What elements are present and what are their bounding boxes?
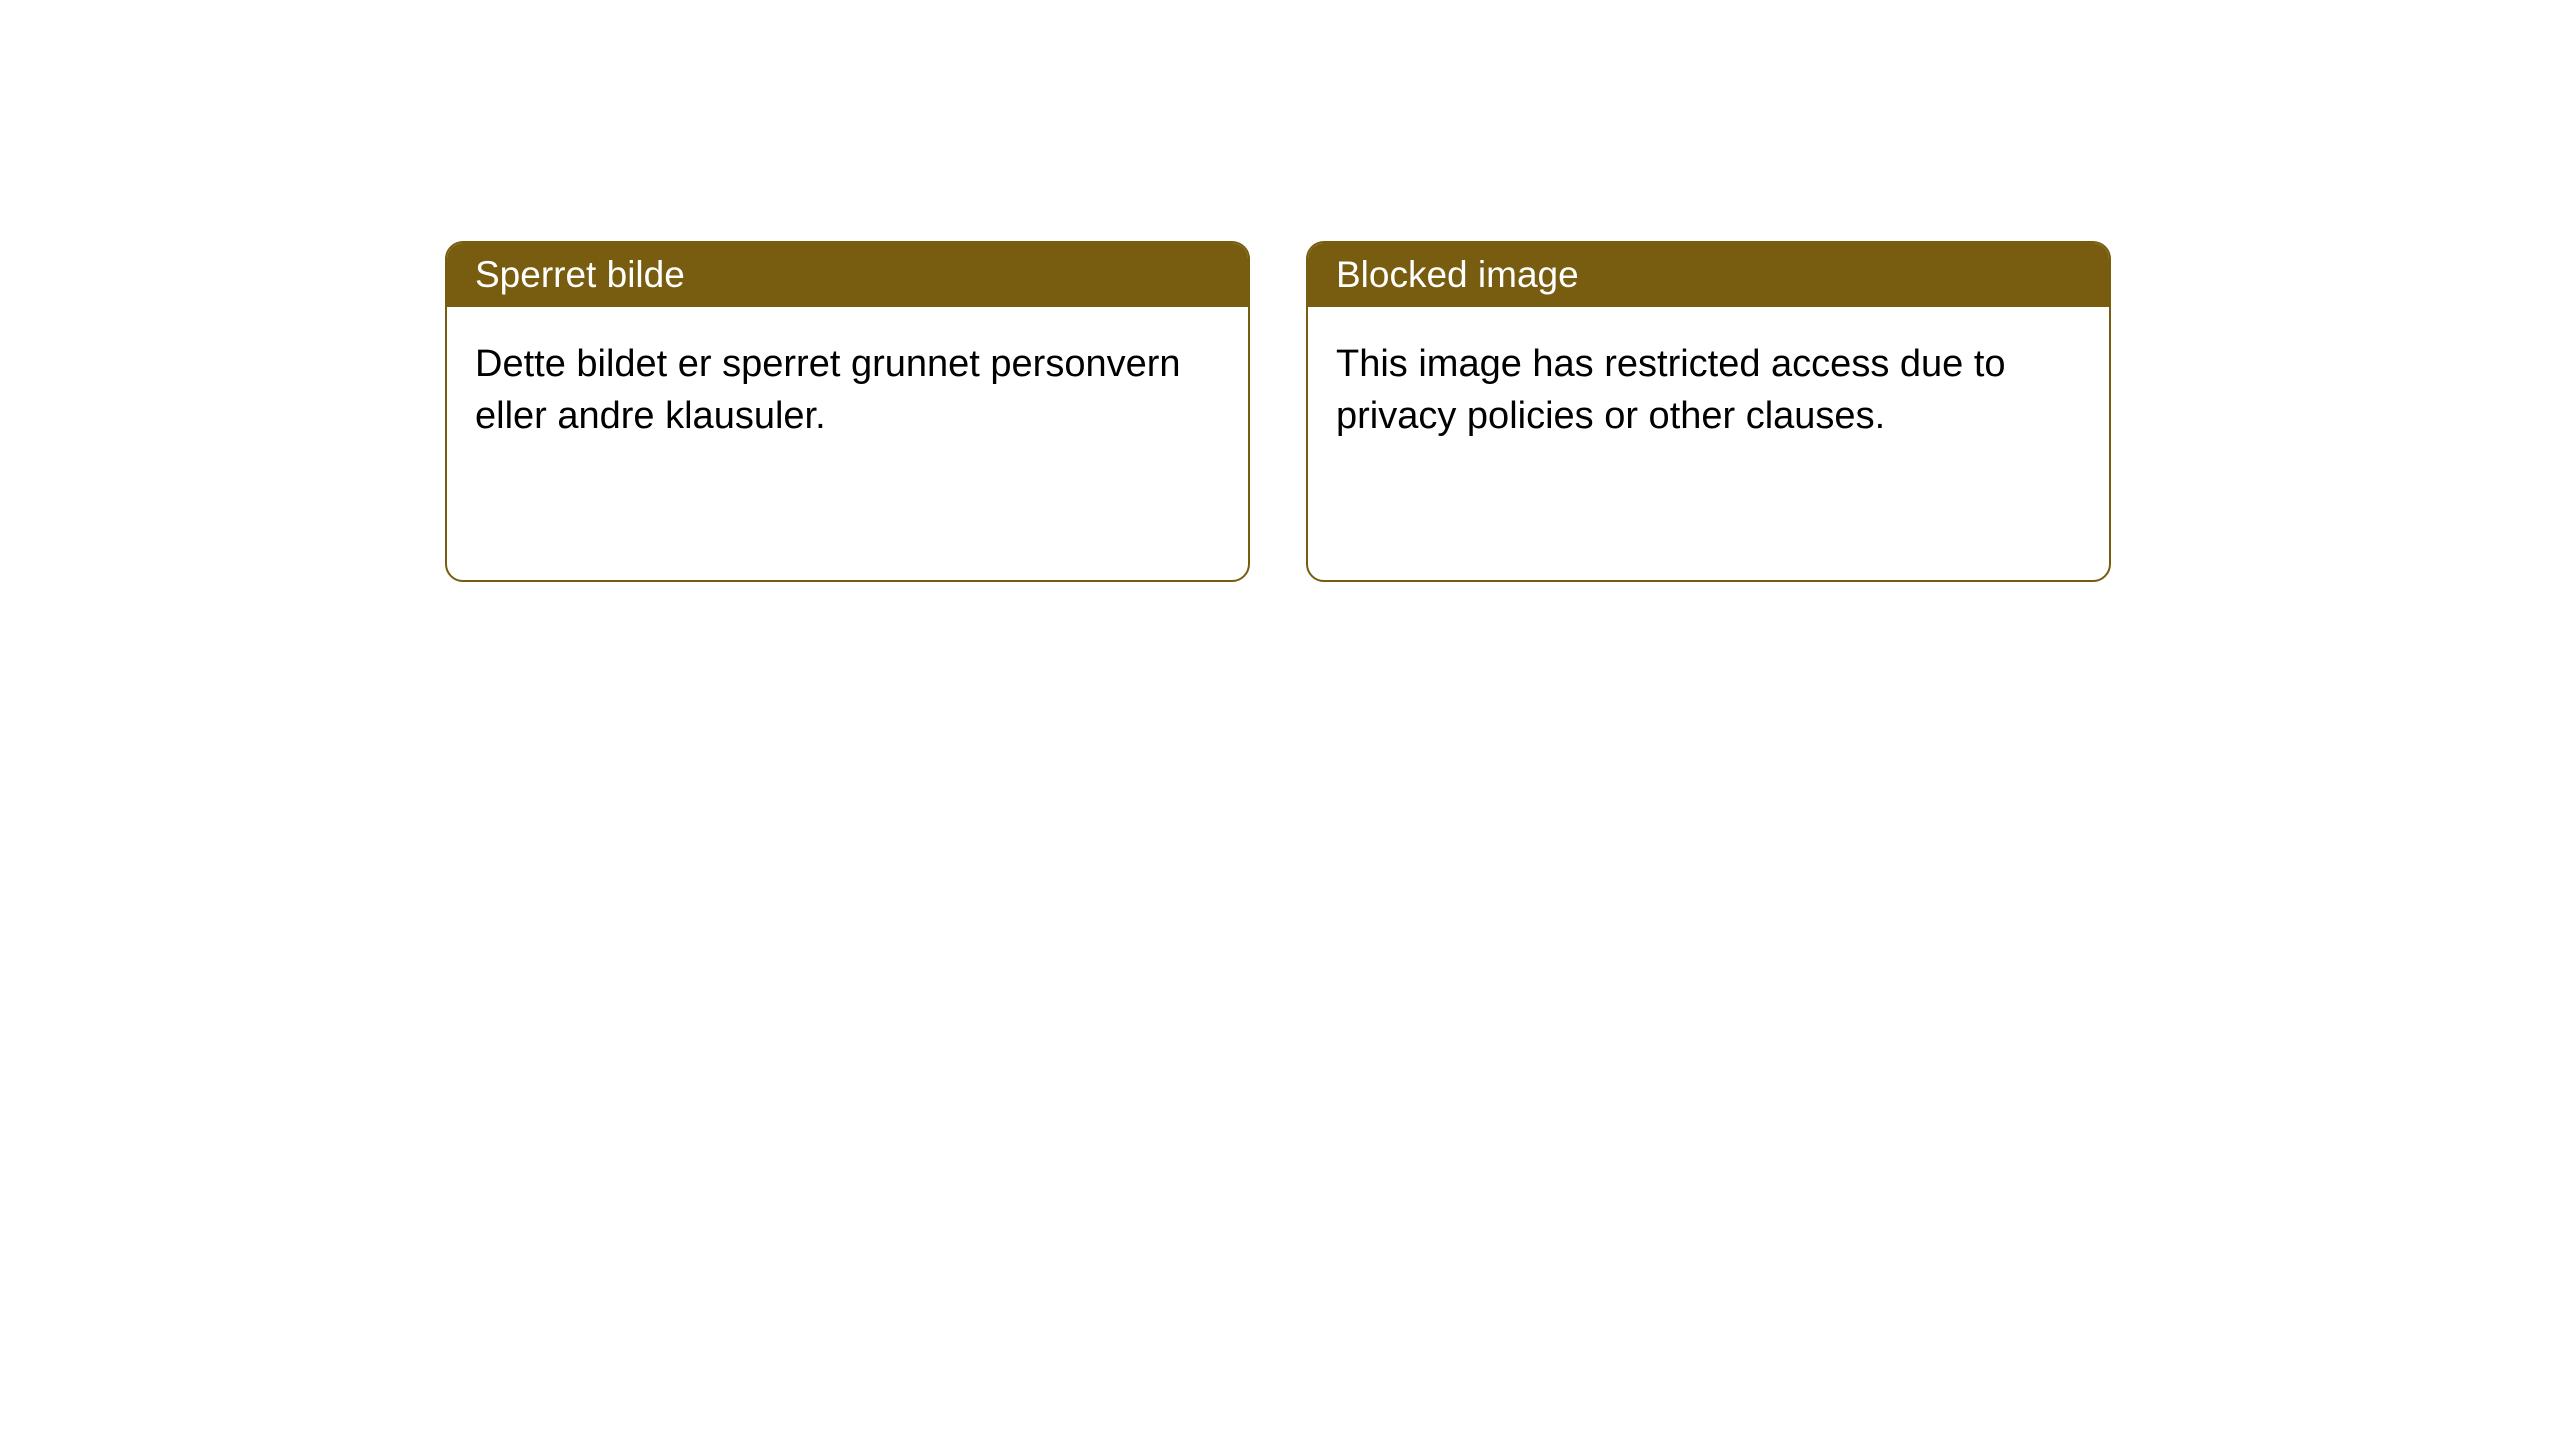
notice-body: This image has restricted access due to … xyxy=(1308,307,2109,580)
notice-body: Dette bildet er sperret grunnet personve… xyxy=(447,307,1248,580)
notice-container: Sperret bilde Dette bildet er sperret gr… xyxy=(445,241,2111,582)
notice-header: Sperret bilde xyxy=(447,243,1248,307)
notice-header: Blocked image xyxy=(1308,243,2109,307)
notice-card-english: Blocked image This image has restricted … xyxy=(1306,241,2111,582)
notice-card-norwegian: Sperret bilde Dette bildet er sperret gr… xyxy=(445,241,1250,582)
